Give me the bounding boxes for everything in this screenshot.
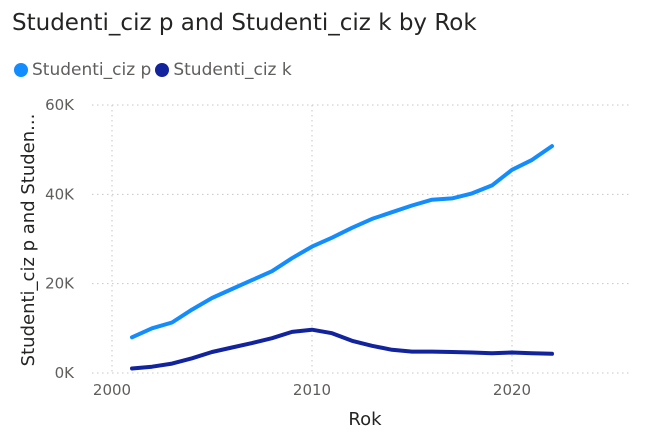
x-tick-label: 2010: [293, 381, 331, 399]
legend-swatch-series-2: [155, 63, 170, 77]
series-layer: [130, 144, 554, 371]
x-axis-title: Rok: [348, 409, 382, 430]
y-axis-title: Studenti_ciz p and Studen...: [18, 114, 39, 367]
grid-layer: [92, 104, 632, 374]
legend-label-series-2: Studenti_ciz k: [173, 60, 292, 80]
legend-label-series-1: Studenti_ciz p: [32, 60, 152, 80]
y-tick-label: 60K: [45, 96, 75, 114]
legend-item-series-2[interactable]: Studenti_ciz k: [155, 60, 292, 80]
legend-item-series-1[interactable]: Studenti_ciz p: [14, 60, 151, 80]
legend: Studenti_ciz p Studenti_ciz k: [14, 60, 296, 80]
tick-labels: 0K 20K 40K 60K 2000 2010 2020: [45, 96, 531, 399]
y-tick-label: 0K: [55, 364, 76, 382]
x-tick-label: 2000: [93, 381, 131, 399]
chart-title: Studenti_ciz p and Studenti_ciz k by Rok: [12, 10, 477, 36]
y-tick-label: 40K: [45, 185, 75, 203]
x-tick-label: 2020: [493, 381, 531, 399]
legend-swatch-series-1: [14, 63, 28, 77]
series-line-2: [130, 327, 554, 371]
y-tick-label: 20K: [45, 275, 75, 293]
series-line-1: [130, 144, 554, 340]
